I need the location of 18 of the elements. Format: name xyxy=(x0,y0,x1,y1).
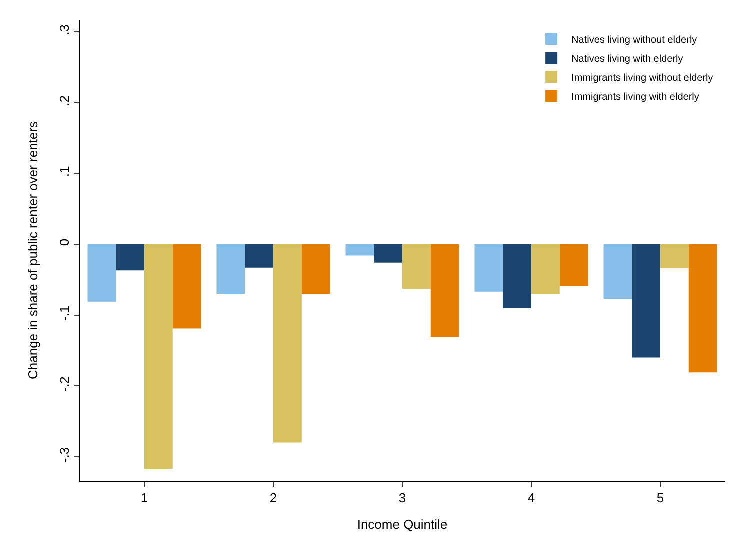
y-tick-label: .1 xyxy=(56,166,72,178)
legend-label: Immigrants living without elderly xyxy=(572,73,714,84)
y-axis-title: Change in share of public renter over renters xyxy=(26,121,41,380)
x-tick-label: 3 xyxy=(398,490,406,506)
legend-label: Natives living with elderly xyxy=(572,54,684,66)
y-tick-label: -.1 xyxy=(56,306,72,321)
y-tick-label: .2 xyxy=(56,95,72,106)
legend-label: Immigrants living with elderly xyxy=(572,92,700,104)
x-axis-title: Income Quintile xyxy=(357,517,448,532)
y-tick-label: 0 xyxy=(56,238,72,246)
x-tick-label: 4 xyxy=(528,490,536,506)
x-tick-label: 5 xyxy=(656,490,664,506)
x-tick-label: 1 xyxy=(140,490,148,506)
legend-label: Natives living without elderly xyxy=(572,35,698,46)
y-tick-label: -.2 xyxy=(56,376,72,392)
y-tick-label: .3 xyxy=(56,24,72,36)
y-tick-label: -.3 xyxy=(56,447,72,463)
x-tick-label: 2 xyxy=(270,490,278,506)
